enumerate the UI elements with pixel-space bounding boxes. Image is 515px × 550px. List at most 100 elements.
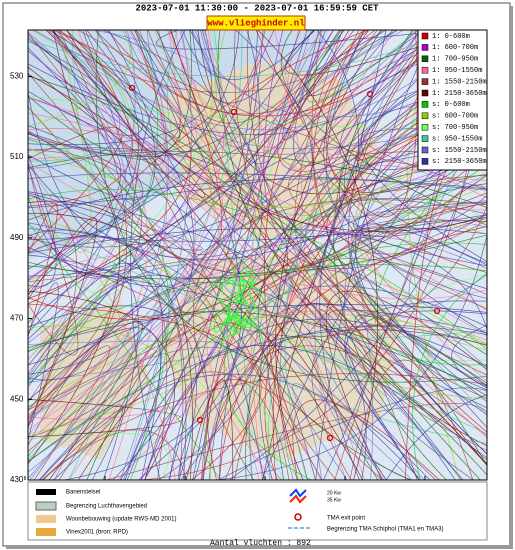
flight-track bbox=[28, 275, 265, 480]
flight-track bbox=[58, 30, 450, 480]
legend-swatch bbox=[421, 112, 429, 120]
flight-track bbox=[28, 139, 169, 480]
flight-track bbox=[41, 429, 188, 480]
flight-track bbox=[28, 34, 487, 388]
flight-track bbox=[242, 316, 262, 330]
flight-track bbox=[28, 192, 203, 251]
flight-track bbox=[28, 113, 487, 311]
flight-track bbox=[28, 40, 195, 480]
url[interactable]: www.vlieghinder.nl bbox=[207, 18, 305, 28]
flight-track bbox=[208, 303, 487, 480]
legend-swatch bbox=[421, 55, 429, 63]
flight-track bbox=[95, 30, 487, 383]
flight-track bbox=[201, 30, 487, 455]
tma-exit-icon bbox=[294, 513, 302, 521]
flight-track bbox=[385, 394, 487, 480]
flight-track bbox=[228, 279, 235, 287]
footer-label: Begrenzing Luchthavengebied bbox=[66, 504, 147, 510]
flight-track bbox=[28, 222, 221, 480]
flight-track bbox=[201, 136, 487, 480]
legend-swatch bbox=[421, 89, 429, 97]
y-tick-label: 490 bbox=[10, 233, 24, 242]
tma-exit-point bbox=[196, 416, 204, 424]
flight-track bbox=[201, 218, 487, 480]
flight-track bbox=[28, 132, 121, 465]
y-tick-label: 510 bbox=[10, 152, 24, 161]
footer-label: 20 Kw bbox=[327, 490, 341, 496]
legend-label: 1: 600-700m bbox=[432, 44, 478, 52]
flight-track bbox=[140, 30, 421, 480]
flight-track bbox=[217, 387, 487, 480]
flight-track bbox=[220, 314, 240, 330]
flight-track bbox=[247, 293, 256, 311]
flight-track bbox=[185, 379, 234, 480]
flight-track bbox=[64, 30, 242, 480]
flight-track bbox=[28, 30, 131, 127]
flight-track bbox=[234, 30, 487, 451]
flight-track bbox=[28, 303, 262, 480]
flight-track bbox=[249, 287, 265, 303]
legend-label: s: 2150-3650m bbox=[432, 158, 487, 166]
legend-label: 1: 0-600m bbox=[432, 33, 470, 41]
flight-track bbox=[28, 75, 487, 466]
tma-exit-point bbox=[326, 434, 334, 442]
footer-label: Begrenzing TMA Schiphol (TMA1 en TMA3) bbox=[327, 527, 444, 533]
flight-track bbox=[38, 404, 123, 480]
legend-swatch bbox=[421, 101, 429, 108]
flight-track bbox=[28, 30, 213, 145]
url-badge bbox=[206, 15, 306, 31]
flight-track bbox=[28, 399, 183, 438]
flight-track bbox=[48, 30, 487, 466]
footer-box bbox=[27, 481, 488, 541]
flight-track bbox=[250, 30, 324, 480]
flight-track bbox=[28, 30, 136, 378]
flight-track bbox=[167, 30, 217, 109]
flight-track bbox=[241, 288, 253, 307]
flight-track bbox=[66, 30, 487, 232]
flight-track bbox=[275, 30, 382, 480]
flight-track bbox=[242, 321, 264, 342]
flight-track bbox=[214, 30, 253, 480]
flight-track bbox=[239, 268, 257, 281]
flight-track bbox=[239, 293, 245, 309]
flight-track bbox=[349, 359, 474, 480]
flight-track bbox=[177, 325, 487, 480]
flight-track bbox=[306, 30, 419, 103]
legend-swatch bbox=[421, 146, 429, 154]
flight-track bbox=[157, 30, 487, 387]
flight-track bbox=[156, 30, 453, 50]
footer-legend: Banenstelsel Begrenzing Luchthavengebied… bbox=[27, 481, 488, 541]
kw35-icon bbox=[289, 494, 307, 504]
flight-track bbox=[327, 309, 487, 409]
legend-swatch bbox=[421, 123, 429, 131]
flight-track bbox=[28, 30, 159, 382]
flight-track bbox=[51, 30, 387, 480]
flight-track bbox=[28, 310, 487, 444]
vinex-swatch bbox=[36, 528, 56, 536]
flight-track bbox=[273, 174, 487, 339]
flight-track bbox=[240, 269, 249, 283]
flight-track bbox=[28, 327, 161, 480]
flight-track bbox=[228, 290, 243, 302]
flight-track bbox=[350, 183, 487, 389]
flight-track bbox=[28, 105, 299, 480]
flight-track bbox=[130, 30, 186, 480]
flight-track bbox=[28, 158, 487, 457]
legend-label: 1: 2150-3650m bbox=[432, 90, 487, 98]
legend-box bbox=[417, 29, 488, 171]
flight-track bbox=[255, 30, 418, 218]
flight-track bbox=[28, 30, 312, 473]
flight-track bbox=[249, 30, 365, 480]
flight-track bbox=[28, 143, 487, 209]
flight-track bbox=[241, 262, 255, 284]
legend-swatch bbox=[421, 32, 429, 40]
flight-track bbox=[192, 198, 487, 480]
flight-track bbox=[28, 228, 487, 330]
tma-exit-point bbox=[433, 307, 441, 315]
flight-track bbox=[28, 30, 240, 270]
flight-track bbox=[28, 30, 350, 300]
flight-track bbox=[210, 281, 229, 287]
flight-track bbox=[221, 301, 230, 320]
